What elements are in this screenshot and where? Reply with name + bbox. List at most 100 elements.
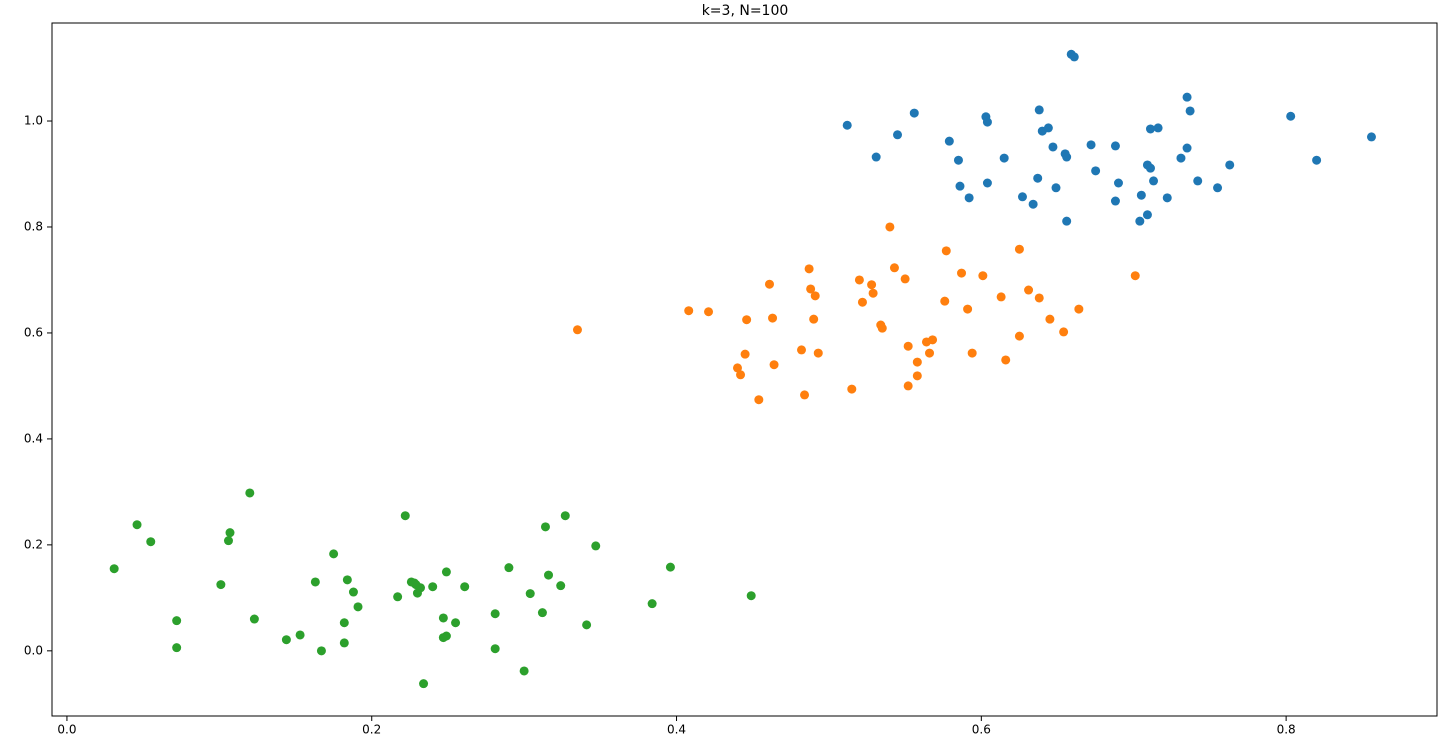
point [1185, 106, 1195, 116]
point [1193, 176, 1203, 186]
point [591, 541, 601, 551]
point [1113, 178, 1123, 188]
point [1062, 152, 1072, 162]
point [223, 536, 233, 546]
point [810, 291, 820, 301]
chart-title: k=3, N=100 [702, 3, 789, 19]
point [796, 345, 806, 355]
point [1059, 327, 1069, 337]
point [428, 582, 438, 592]
point [1048, 142, 1058, 152]
point [1074, 304, 1084, 314]
point [704, 307, 714, 317]
point [842, 120, 852, 130]
point [132, 520, 142, 530]
point [572, 325, 582, 335]
point [249, 614, 259, 624]
x-tick-label: 0.2 [362, 723, 381, 737]
point [1110, 141, 1120, 151]
point [665, 562, 675, 572]
point [1062, 216, 1072, 226]
point [245, 488, 255, 498]
point [1014, 331, 1024, 341]
point [982, 117, 992, 127]
point [1034, 105, 1044, 115]
point [1182, 92, 1192, 102]
point [339, 638, 349, 648]
point [768, 313, 778, 323]
point [295, 630, 305, 640]
point [742, 315, 752, 325]
point [889, 263, 899, 273]
point [1176, 153, 1186, 163]
point [353, 602, 363, 612]
point [740, 349, 750, 359]
point [746, 591, 756, 601]
point [800, 390, 810, 400]
point [754, 395, 764, 405]
point [903, 341, 913, 351]
point [316, 646, 326, 656]
point [978, 271, 988, 281]
point [441, 631, 451, 641]
point [1135, 216, 1145, 226]
point [109, 564, 119, 574]
point [342, 575, 352, 585]
point [806, 284, 816, 294]
point [967, 348, 977, 358]
point [999, 153, 1009, 163]
point [736, 370, 746, 380]
point [912, 371, 922, 381]
point [903, 381, 913, 391]
point [809, 314, 819, 324]
point [963, 304, 973, 314]
y-tick-label: 0.4 [24, 431, 43, 445]
point [769, 360, 779, 370]
point [339, 618, 349, 628]
point [893, 130, 903, 140]
x-tick-label: 0.0 [57, 723, 76, 737]
point [928, 335, 938, 345]
point [310, 577, 320, 587]
point [857, 297, 867, 307]
point [1145, 163, 1155, 173]
point [1213, 183, 1223, 193]
point [868, 288, 878, 298]
point [519, 666, 529, 676]
point [1136, 190, 1146, 200]
point [1149, 176, 1159, 186]
point [172, 643, 182, 653]
point [1366, 132, 1376, 142]
point [1086, 140, 1096, 150]
point [1014, 244, 1024, 254]
point [953, 155, 963, 165]
point [146, 537, 156, 547]
point [885, 222, 895, 232]
point [957, 268, 967, 278]
point [804, 264, 814, 274]
y-tick-label: 0.0 [24, 643, 43, 657]
point [329, 549, 339, 559]
point [172, 616, 182, 626]
point [941, 246, 951, 256]
point [909, 108, 919, 118]
point [419, 679, 429, 689]
point [1145, 124, 1155, 134]
point [940, 296, 950, 306]
y-tick-label: 1.0 [24, 114, 43, 128]
point [1286, 111, 1296, 121]
point [867, 280, 877, 290]
point [438, 613, 448, 623]
point [1043, 123, 1053, 133]
y-tick-label: 0.2 [24, 537, 43, 551]
point [393, 592, 403, 602]
y-tick-label: 0.6 [24, 325, 43, 339]
point [925, 348, 935, 358]
point [582, 620, 592, 630]
point [1225, 160, 1235, 170]
point [1051, 183, 1061, 193]
point [1069, 52, 1079, 62]
point [1312, 155, 1322, 165]
